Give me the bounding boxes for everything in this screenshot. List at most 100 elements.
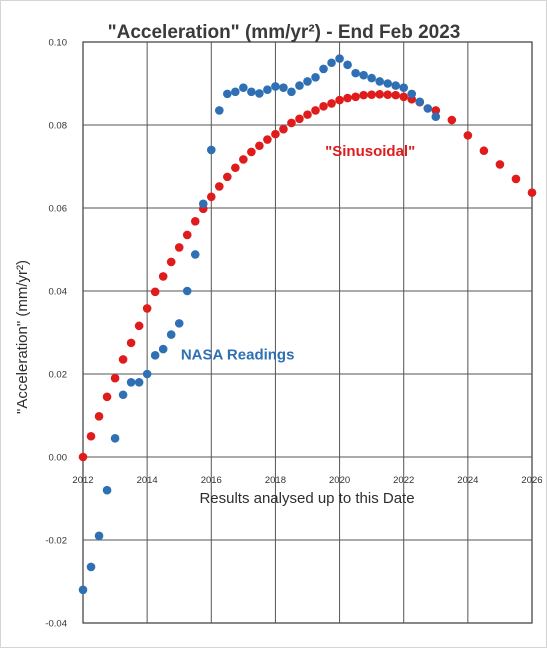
sinusoidal-point [303,110,312,119]
data-points [78,54,537,595]
sinusoidal-point [78,452,88,462]
sinusoidal-point [263,135,272,144]
nasa-reading-point [247,87,256,97]
y-tick-label: 0.02 [49,370,68,381]
sinusoidal-point [215,182,224,191]
sinusoidal-point [311,106,320,115]
nasa-reading-point [415,97,425,107]
sinusoidal-point [479,146,489,156]
nasa-reading-point [407,89,417,99]
sinusoidal-point [255,141,264,151]
sinusoidal-point [102,392,112,402]
nasa-reading-point [351,68,360,78]
sinusoidal-point [142,304,152,313]
nasa-reading-point [239,83,248,92]
sinusoidal-point [190,216,200,226]
sinusoidal-point [86,431,96,441]
nasa-reading-point [231,87,240,97]
y-tick-label: -0.02 [45,536,67,547]
nasa-reading-point [431,112,441,121]
sinusoidal-point [495,160,505,169]
nasa-reading-point [158,344,168,354]
y-axis-label: "Acceleration" (mm/yr²) [14,260,31,414]
annotations: "Sinusoidal" NASA Readings [181,143,415,363]
nasa-reading-point [279,83,288,92]
nasa-reading-point [359,70,368,80]
plot-area-border [82,41,533,624]
sinusoidal-point [182,230,192,240]
x-tick-label: 2018 [265,475,286,486]
x-tick-label: 2022 [393,475,414,486]
nasa-reading-point [423,104,433,113]
nasa-reading-point [150,351,160,360]
nasa-reading-point [174,319,184,328]
sinusoidal-point [463,131,473,140]
y-tick-label: 0.10 [49,38,68,49]
nasa-reading-point [166,330,176,339]
sinusoidal-point [327,99,336,108]
nasa-reading-point [255,89,264,98]
y-tick-label: 0.00 [49,453,68,464]
sinusoidal-point [94,412,104,421]
sinusoidal-point [206,192,216,202]
y-tick-labels: -0.04 -0.02 0.00 0.02 0.04 0.06 0.08 0.10 [45,38,67,630]
sinusoidal-point [383,90,392,100]
sinusoidal-point [399,92,409,102]
x-tick-label: 2016 [201,475,222,486]
sinusoidal-point [223,172,232,182]
nasa-reading-point [142,369,152,379]
x-tick-label: 2020 [329,475,350,486]
nasa-reading-point [206,145,216,155]
nasa-reading-point [303,77,312,86]
sinusoidal-point [335,95,344,105]
nasa-reading-point [78,585,88,595]
nasa-reading-point [126,378,136,387]
nasa-readings-label: NASA Readings [181,346,295,363]
sinusoidal-point [319,102,328,111]
nasa-reading-point [94,531,104,541]
nasa-reading-point [86,562,96,572]
nasa-reading-point [295,81,304,90]
sinusoidal-point [367,90,376,100]
nasa-reading-point [343,60,352,70]
sinusoidal-point [118,355,128,364]
sinusoidal-point [158,272,168,281]
sinusoidal-label: "Sinusoidal" [325,143,415,160]
x-tick-labels: 2012 2014 2016 2018 2020 2022 2024 2026 [72,475,542,486]
sinusoidal-point [126,338,136,348]
nasa-reading-point [110,434,120,443]
x-axis-label: Results analysed up to this Date [199,490,414,507]
sinusoidal-point [239,155,248,164]
y-tick-label: 0.08 [49,121,68,132]
sinusoidal-point [134,321,144,331]
nasa-reading-point [375,77,384,86]
sinusoidal-point [295,114,304,124]
sinusoidal-point [287,118,296,128]
x-tick-label: 2024 [457,475,478,486]
sinusoidal-point [174,243,184,252]
chart-title: "Acceleration" (mm/yr²) - End Feb 2023 [108,22,461,43]
nasa-reading-point [271,82,280,91]
nasa-reading-point [134,378,144,387]
nasa-reading-point [102,485,112,495]
sinusoidal-point [511,174,521,184]
nasa-reading-point [118,390,128,400]
sinusoidal-point [527,188,537,197]
grid-lines [82,41,533,624]
sinusoidal-point [166,257,176,267]
nasa-reading-point [198,199,208,209]
nasa-reading-point [335,54,344,63]
sinusoidal-point [271,129,280,139]
sinusoidal-point [231,163,240,173]
y-tick-label: -0.04 [45,619,67,630]
sinusoidal-point [359,90,368,100]
nasa-reading-point [215,106,224,115]
nasa-reading-point [311,72,320,82]
sinusoidal-point [247,147,256,157]
sinusoidal-point [279,124,288,134]
nasa-reading-point [263,85,272,95]
y-tick-label: 0.04 [49,287,68,298]
sinusoidal-point [391,90,400,100]
